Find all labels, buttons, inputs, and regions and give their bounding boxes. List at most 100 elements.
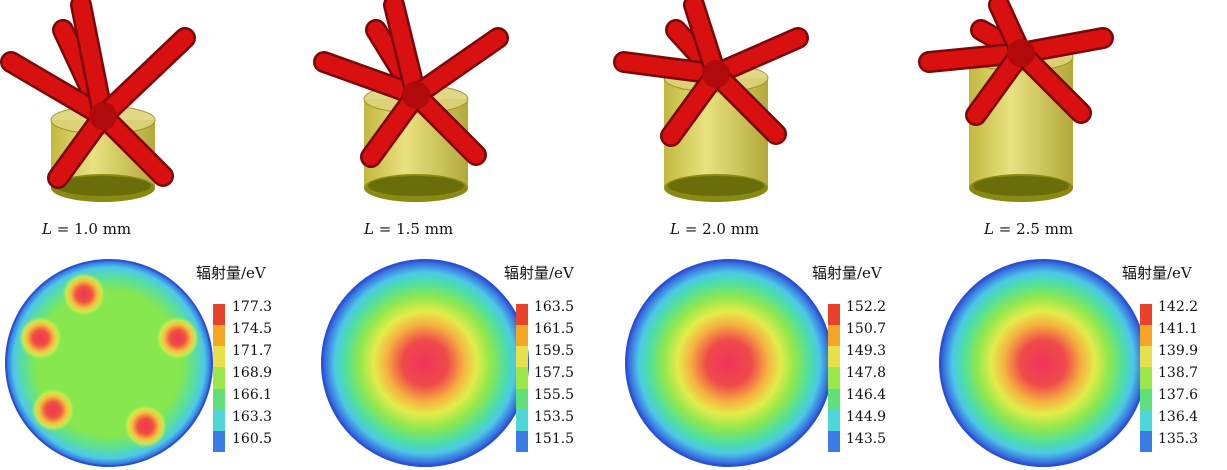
colorbar-tick-label: 135.3 bbox=[1158, 431, 1199, 447]
colorbar-segment bbox=[828, 346, 840, 368]
tube-hub bbox=[702, 60, 730, 88]
colorbar-segment bbox=[213, 430, 225, 452]
simulation-panel: L = 1.0 mm 辐射量/eV 177.3 174.5 171.7 168.9 16… bbox=[0, 0, 306, 470]
colorbar-segment bbox=[516, 409, 528, 431]
hotspot-3 bbox=[123, 404, 168, 449]
tube-right bbox=[407, 29, 507, 104]
colorbar-segment bbox=[828, 409, 840, 431]
colorbar-segment bbox=[1140, 367, 1152, 389]
colorbar-tick-label: 149.3 bbox=[846, 343, 887, 359]
cylinder-base-inner bbox=[973, 176, 1069, 196]
radiation-heatmap-disk bbox=[939, 259, 1147, 467]
colorbar-tick-label: 166.1 bbox=[232, 387, 273, 403]
radiation-heatmap-disk bbox=[625, 259, 833, 467]
colorbar-segment bbox=[516, 304, 528, 326]
caption-variable: L bbox=[670, 220, 680, 238]
colorbar-tick-label: 152.2 bbox=[846, 299, 887, 315]
colorbar-tick-label: 163.3 bbox=[232, 409, 273, 425]
colorbar-tick-label: 171.7 bbox=[232, 343, 273, 359]
colorbar-segment bbox=[213, 388, 225, 410]
colorbar-segment bbox=[213, 367, 225, 389]
colorbar-tick-label: 139.9 bbox=[1158, 343, 1199, 359]
tube-hub bbox=[402, 81, 430, 109]
colorbar-segment bbox=[828, 304, 840, 326]
colorbar-ticks: 177.3 174.5 171.7 168.9 166.1 163.3 160.5 bbox=[232, 296, 272, 450]
tube-top bbox=[385, 0, 425, 104]
tube-far-left bbox=[615, 53, 725, 83]
colorbar-tick-label: 137.6 bbox=[1158, 387, 1199, 403]
simulation-panel: L = 2.0 mm 辐射量/eV 152.2 150.7 149.3 147.8 14… bbox=[612, 0, 918, 470]
colorbar-segment bbox=[516, 325, 528, 347]
caption-variable: L bbox=[984, 220, 994, 238]
colorbar-tick-label: 168.9 bbox=[232, 365, 273, 381]
tube-lower-right bbox=[707, 65, 785, 143]
length-caption: L = 2.5 mm bbox=[984, 220, 1073, 238]
colorbar-ticks: 163.5 161.5 159.5 157.5 155.5 153.5 151.5 bbox=[534, 296, 574, 450]
colorbar-segment bbox=[1140, 346, 1152, 368]
hotspot-5 bbox=[18, 316, 63, 360]
colorbar-tick-label: 174.5 bbox=[232, 321, 273, 337]
caption-variable: L bbox=[42, 220, 52, 238]
colorbar-tick-label: 159.5 bbox=[534, 343, 575, 359]
colorbar-ticks: 152.2 150.7 149.3 147.8 146.4 144.9 143.5 bbox=[846, 296, 886, 450]
colorbar bbox=[213, 304, 225, 452]
cylinder-base-inner bbox=[55, 176, 151, 196]
colorbar-segment bbox=[213, 409, 225, 431]
colorbar-tick-label: 153.5 bbox=[534, 409, 575, 425]
colorbar-tick-label: 160.5 bbox=[232, 431, 273, 447]
tube-far-left bbox=[920, 44, 1030, 71]
colorbar-tick-label: 142.2 bbox=[1158, 299, 1199, 315]
colorbar-tick-label: 143.5 bbox=[846, 431, 887, 447]
colorbar-segment bbox=[1140, 325, 1152, 347]
disk-field bbox=[6, 260, 212, 466]
colorbar-segment bbox=[516, 367, 528, 389]
colorbar-segment bbox=[1140, 430, 1152, 452]
caption-value: = 1.5 mm bbox=[373, 220, 454, 238]
colorbar-segment bbox=[1140, 388, 1152, 410]
hotspot-1 bbox=[62, 272, 106, 317]
colorbar-tick-label: 141.1 bbox=[1158, 321, 1199, 337]
tube-lower-right bbox=[1012, 44, 1090, 122]
hotspot-2 bbox=[155, 316, 200, 360]
simulation-panel: L = 1.5 mm 辐射量/eV 163.5 161.5 159.5 157.5 15… bbox=[306, 0, 612, 470]
length-caption: L = 2.0 mm bbox=[670, 220, 759, 238]
colorbar-tick-label: 147.8 bbox=[846, 365, 887, 381]
colorbar-segment bbox=[828, 325, 840, 347]
colorbar-segment bbox=[828, 430, 840, 452]
radiation-heatmap-disk bbox=[321, 259, 529, 467]
colorbar-tick-label: 136.4 bbox=[1158, 409, 1199, 425]
disk-field bbox=[626, 260, 832, 466]
cylinder-base-inner bbox=[368, 176, 464, 196]
colorbar-tick-label: 146.4 bbox=[846, 387, 887, 403]
radiation-heatmap-disk bbox=[5, 259, 213, 467]
tube-group bbox=[613, 0, 809, 147]
length-caption: L = 1.0 mm bbox=[42, 220, 131, 238]
tube-group bbox=[313, 0, 509, 168]
tube-far-left bbox=[2, 53, 112, 125]
tube-far-left bbox=[315, 53, 425, 104]
colorbar-segment bbox=[213, 304, 225, 326]
tube-right bbox=[707, 29, 807, 83]
colorbar-tick-label: 138.7 bbox=[1158, 365, 1199, 381]
tube-lower-right bbox=[94, 107, 172, 185]
colorbar-tick-label: 177.3 bbox=[232, 299, 273, 315]
colorbar bbox=[1140, 304, 1152, 452]
model-illustration bbox=[918, 0, 1114, 202]
colorbar-tick-label: 150.7 bbox=[846, 321, 887, 337]
simulation-panel: L = 2.5 mm 辐射量/eV 142.2 141.1 139.9 138.7 13… bbox=[918, 0, 1224, 470]
disk-edge bbox=[5, 259, 213, 467]
colorbar-tick-label: 163.5 bbox=[534, 299, 575, 315]
disk-field bbox=[940, 260, 1146, 466]
hotspot-4 bbox=[31, 387, 76, 432]
colorbar bbox=[828, 304, 840, 452]
colorbar-segment bbox=[516, 430, 528, 452]
colorbar-tick-label: 144.9 bbox=[846, 409, 887, 425]
colorbar-title: 辐射量/eV bbox=[504, 264, 574, 282]
colorbar-segment bbox=[213, 325, 225, 347]
caption-variable: L bbox=[364, 220, 374, 238]
colorbar-segment bbox=[213, 346, 225, 368]
caption-value: = 2.0 mm bbox=[679, 220, 760, 238]
model-illustration bbox=[0, 0, 196, 202]
tube-top bbox=[72, 0, 112, 125]
tube-hub bbox=[1007, 39, 1035, 67]
